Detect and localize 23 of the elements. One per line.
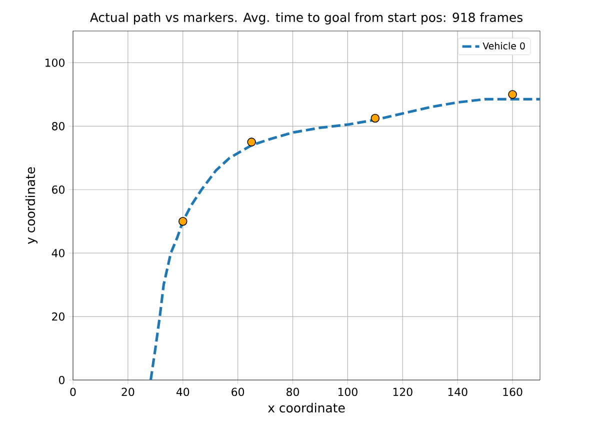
x-tick-label: 120	[393, 388, 412, 396]
y-tick-label: 40	[52, 248, 64, 258]
x-tick-label: 80	[286, 388, 299, 396]
x-tick-label: 60	[232, 388, 244, 396]
x-tick-label: 40	[176, 388, 190, 396]
y-axis-title: y coordinate	[25, 167, 38, 244]
y-tick-label: 60	[52, 186, 64, 194]
y-tick-label: 20	[52, 312, 64, 321]
x-tick-label: 160	[503, 388, 522, 396]
point	[370, 114, 380, 123]
point	[508, 90, 517, 99]
y-tick-label: 80	[52, 122, 64, 130]
x-tick-label: 140	[448, 388, 468, 396]
y-tick-label: 0	[58, 376, 64, 384]
x-tick-label: 20	[122, 388, 134, 396]
y-tick-label: 100	[46, 58, 64, 67]
point	[178, 216, 188, 226]
chart-title: Actual path vs markers. Avg. time to goal from start pos: 918 frames	[90, 12, 522, 24]
point	[247, 138, 256, 146]
x-tick-label: 100	[338, 388, 358, 396]
x-axis-title: x coordinate	[268, 402, 345, 413]
legend-label: Vehicle 0	[482, 42, 525, 50]
x-tick-label: 0	[70, 388, 76, 396]
